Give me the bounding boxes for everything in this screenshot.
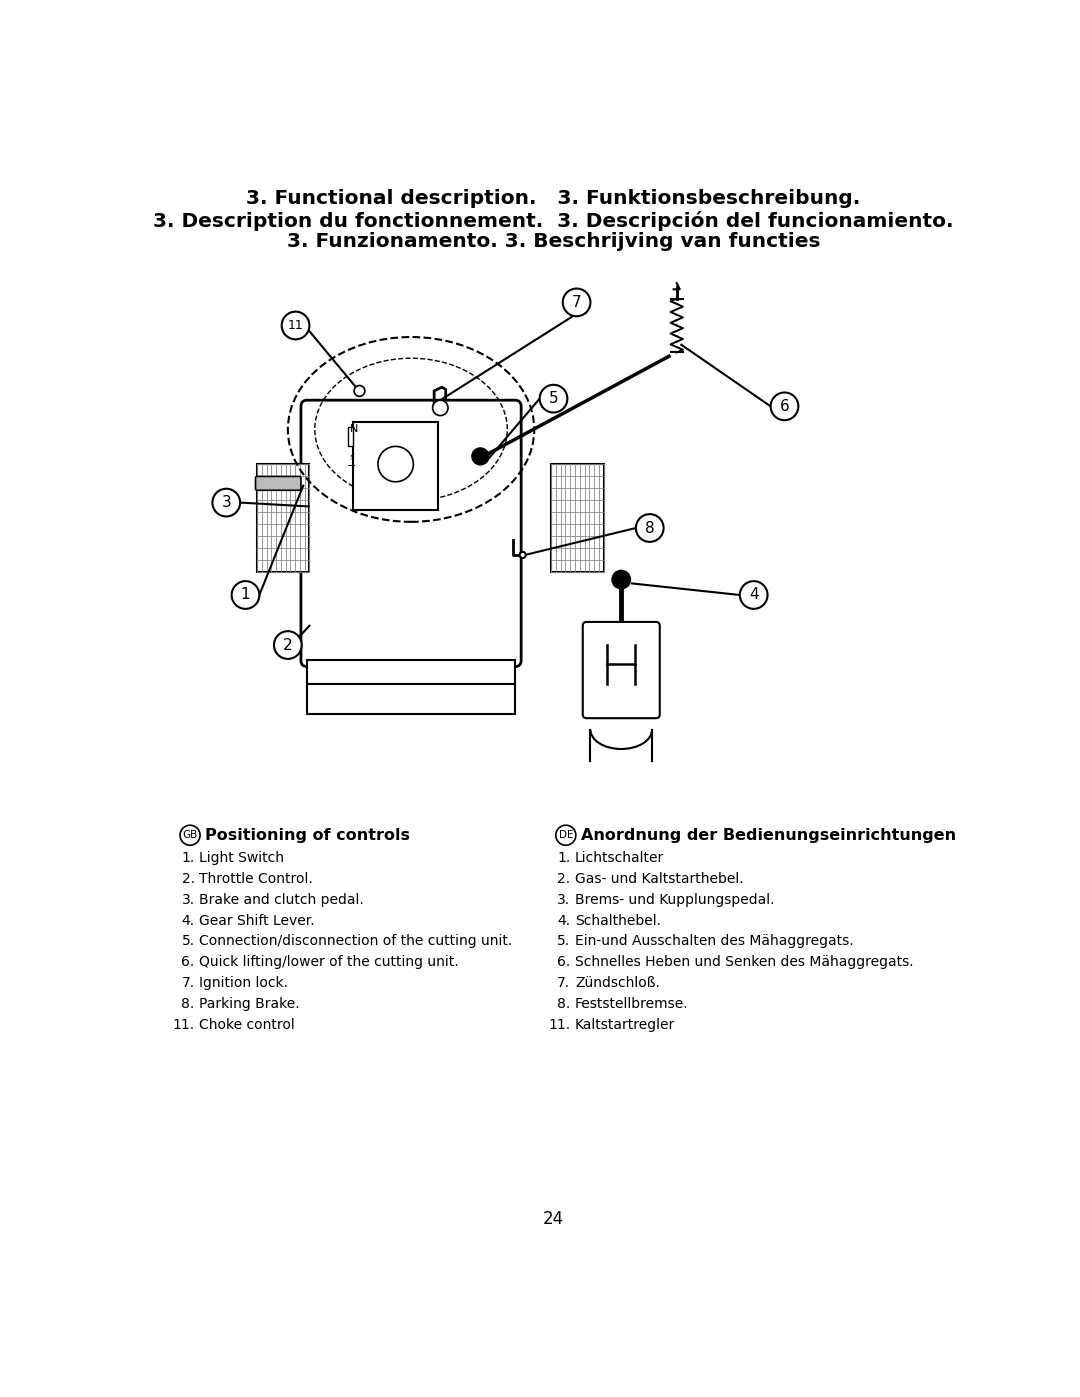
Bar: [307, 683, 515, 714]
Text: ⚡: ⚡: [349, 451, 355, 461]
FancyBboxPatch shape: [301, 400, 522, 666]
Text: Zündschloß.: Zündschloß.: [575, 977, 660, 990]
Text: 24: 24: [543, 1210, 564, 1228]
Text: 1.: 1.: [557, 851, 570, 865]
Text: 4: 4: [748, 588, 758, 602]
Text: Connection/disconnection of the cutting unit.: Connection/disconnection of the cutting …: [200, 935, 513, 949]
Circle shape: [213, 489, 240, 517]
Text: 5.: 5.: [181, 935, 194, 949]
Text: GB: GB: [183, 830, 198, 840]
Circle shape: [433, 400, 448, 415]
Bar: [257, 464, 309, 571]
Text: Gear Shift Lever.: Gear Shift Lever.: [200, 914, 315, 928]
Text: 4.: 4.: [181, 914, 194, 928]
Text: Kaltstartregler: Kaltstartregler: [575, 1017, 675, 1031]
Bar: [551, 464, 604, 571]
Text: 6.: 6.: [181, 956, 194, 970]
Text: 4.: 4.: [557, 914, 570, 928]
Bar: [353, 422, 438, 510]
Circle shape: [563, 289, 591, 316]
Text: 6: 6: [780, 398, 789, 414]
Text: 7.: 7.: [557, 977, 570, 990]
Text: Lichtschalter: Lichtschalter: [575, 851, 664, 865]
Text: 8.: 8.: [181, 997, 194, 1011]
FancyBboxPatch shape: [256, 476, 301, 490]
Text: Feststellbremse.: Feststellbremse.: [575, 997, 689, 1011]
Text: Schnelles Heben und Senken des Mähaggregats.: Schnelles Heben und Senken des Mähaggreg…: [575, 956, 914, 970]
Text: 2.: 2.: [181, 872, 194, 886]
Text: 3. Functional description.   3. Funktionsbeschreibung.: 3. Functional description. 3. Funktionsb…: [246, 189, 861, 208]
Text: 3.: 3.: [557, 893, 570, 907]
Text: Positioning of controls: Positioning of controls: [205, 828, 410, 842]
Text: N: N: [350, 425, 359, 434]
Text: Schalthebel.: Schalthebel.: [575, 914, 661, 928]
Text: 11.: 11.: [173, 1017, 194, 1031]
Circle shape: [771, 393, 798, 420]
Text: Quick lifting/lower of the cutting unit.: Quick lifting/lower of the cutting unit.: [200, 956, 459, 970]
Text: 7.: 7.: [181, 977, 194, 990]
Text: 3.: 3.: [181, 893, 194, 907]
Text: Ignition lock.: Ignition lock.: [200, 977, 288, 990]
Text: 3. Description du fonctionnement.  3. Descripción del funcionamiento.: 3. Description du fonctionnement. 3. Des…: [153, 211, 954, 231]
Circle shape: [519, 552, 526, 557]
Text: 3: 3: [221, 495, 231, 510]
Text: 8.: 8.: [557, 997, 570, 1011]
Bar: [348, 427, 353, 447]
Text: 11: 11: [287, 319, 303, 332]
Text: 5.: 5.: [557, 935, 570, 949]
Circle shape: [282, 312, 309, 339]
Text: 7: 7: [571, 295, 581, 310]
Text: −: −: [347, 461, 356, 471]
FancyBboxPatch shape: [583, 622, 660, 718]
Circle shape: [612, 570, 631, 588]
Circle shape: [274, 631, 301, 659]
Text: Choke control: Choke control: [200, 1017, 295, 1031]
Text: 11.: 11.: [549, 1017, 570, 1031]
Text: Brems- und Kupplungspedal.: Brems- und Kupplungspedal.: [575, 893, 774, 907]
Text: 5: 5: [549, 391, 558, 407]
Circle shape: [740, 581, 768, 609]
Text: Brake and clutch pedal.: Brake and clutch pedal.: [200, 893, 364, 907]
Text: Ein-und Ausschalten des Mähaggregats.: Ein-und Ausschalten des Mähaggregats.: [575, 935, 853, 949]
Circle shape: [354, 386, 365, 397]
Text: DE: DE: [558, 830, 573, 840]
Text: Throttle Control.: Throttle Control.: [200, 872, 313, 886]
Text: 8: 8: [645, 521, 654, 535]
Text: 3. Funzionamento. 3. Beschrijving van functies: 3. Funzionamento. 3. Beschrijving van fu…: [287, 232, 820, 251]
Text: 2: 2: [283, 637, 293, 652]
Circle shape: [231, 581, 259, 609]
Text: 1: 1: [241, 588, 251, 602]
Text: Light Switch: Light Switch: [200, 851, 284, 865]
Bar: [307, 661, 515, 683]
Circle shape: [636, 514, 663, 542]
Circle shape: [378, 447, 414, 482]
Text: Parking Brake.: Parking Brake.: [200, 997, 300, 1011]
Text: 6.: 6.: [557, 956, 570, 970]
Text: Gas- und Kaltstarthebel.: Gas- und Kaltstarthebel.: [575, 872, 744, 886]
Circle shape: [540, 384, 567, 412]
Circle shape: [472, 448, 489, 465]
Text: 2.: 2.: [557, 872, 570, 886]
Text: Anordnung der Bedienungseinrichtungen: Anordnung der Bedienungseinrichtungen: [581, 828, 957, 842]
Text: 1.: 1.: [181, 851, 194, 865]
